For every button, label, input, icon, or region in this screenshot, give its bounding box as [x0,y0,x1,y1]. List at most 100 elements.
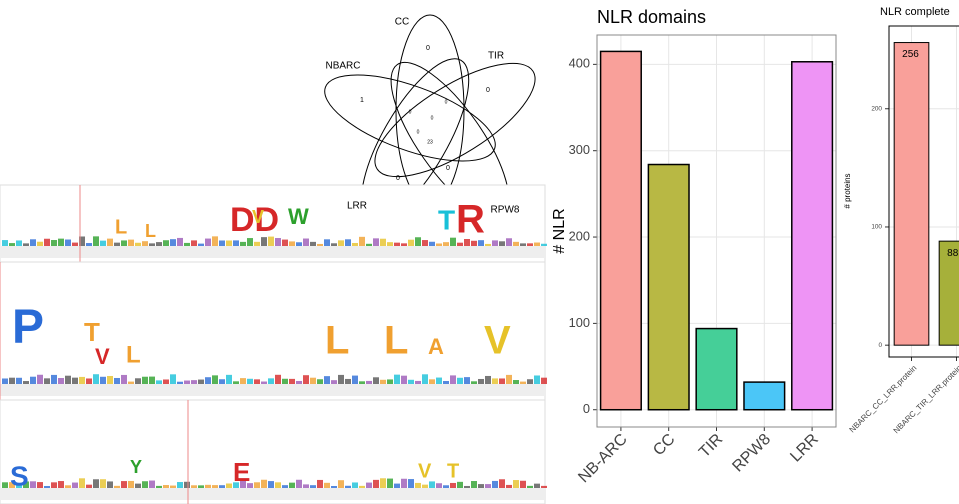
logo-filler [485,484,491,488]
logo-letter: L [115,216,127,238]
logo-filler [163,485,169,488]
logo-filler [268,481,274,488]
logo-filler [478,484,484,488]
logo-filler [464,239,470,246]
logo-filler [485,375,491,384]
logo-filler [261,381,267,384]
logo-filler [226,374,232,384]
logo-filler [324,239,330,246]
logo-filler [443,242,449,246]
logo-filler [422,374,428,384]
logo-filler [282,378,288,384]
logo-filler [366,380,372,384]
logo-filler [359,485,365,488]
logo-filler [58,238,64,246]
logo-filler [65,485,71,488]
logo-filler [359,381,365,384]
logo-letter: W [288,204,309,229]
logo-filler [436,377,442,384]
logo-filler [219,379,225,384]
logo-filler [163,379,169,384]
logo-letter: T [438,204,455,235]
logo-filler [72,242,78,246]
logo-filler [233,482,239,488]
logo-filler [373,479,379,488]
logo-filler [149,243,155,246]
logo-filler [366,482,372,488]
logo-filler [394,483,400,488]
logo-filler [401,375,407,384]
logo-filler [205,484,211,488]
y-tick-label: 100 [569,315,590,330]
logo-letter: L [126,341,141,368]
logo-filler [170,485,176,488]
logo-filler [149,480,155,488]
logo-filler [37,374,43,384]
logo-filler [121,481,127,488]
logo-filler [86,378,92,384]
logo-filler [366,243,372,246]
venn-count: 0 [486,87,490,94]
logo-filler [296,242,302,246]
logo-filler [373,238,379,246]
logo-filler [317,479,323,488]
logo-filler [415,237,421,246]
logo-filler [254,241,260,246]
logo-filler [240,478,246,488]
bar [938,240,959,346]
y-axis-label: # proteins [843,173,852,208]
logo-filler [128,480,134,488]
logo-filler [100,479,106,488]
logo-filler [212,485,218,488]
logo-filler [394,242,400,246]
venn-set-label: CC [395,17,409,28]
logo-filler [457,377,463,384]
logo-filler [2,240,8,246]
logo-filler [527,243,533,246]
x-tick-label: CC [650,431,678,459]
logo-filler [72,377,78,384]
logo-filler [450,375,456,384]
logo-filler [198,485,204,488]
logo-filler [149,376,155,384]
logo-filler [443,381,449,384]
sequence-logos: L L DDV W T RP TV L L L A VS Y E V T [0,184,547,504]
chart-title: NLR complete [880,6,950,18]
logo-filler [156,380,162,384]
y-tick-label: 100 [871,224,882,231]
logo-filler [443,485,449,488]
logo-filler [338,374,344,384]
logo-filler [135,378,141,384]
logo-filler [506,374,512,384]
venn-set-label: TIR [488,51,504,62]
logo-filler [275,238,281,246]
logo-filler [198,243,204,246]
logo-filler [72,482,78,488]
logo-filler [121,374,127,384]
logo-letter: L [384,319,408,363]
logo-filler [352,482,358,488]
logo-letter: L [325,319,349,363]
value-label: 88 [947,248,959,259]
logo-index-strip [0,246,545,258]
logo-filler [534,242,540,246]
venn-count: 23 [427,139,433,145]
logo-filler [177,381,183,384]
logo-filler [86,484,92,488]
logo-filler [499,479,505,488]
logo-filler [184,481,190,488]
logo-filler [527,379,533,384]
logo-filler [142,376,148,384]
logo-letter: T [84,317,100,347]
logo-filler [317,243,323,246]
logo-filler [471,481,477,488]
logo-filler [464,485,470,488]
logo-filler [226,483,232,488]
venn-count: 0 [431,115,434,121]
logo-filler [492,480,498,488]
logo-filler [499,378,505,384]
logo-filler [520,243,526,246]
logo-filler [429,241,435,246]
logo-filler [191,240,197,246]
